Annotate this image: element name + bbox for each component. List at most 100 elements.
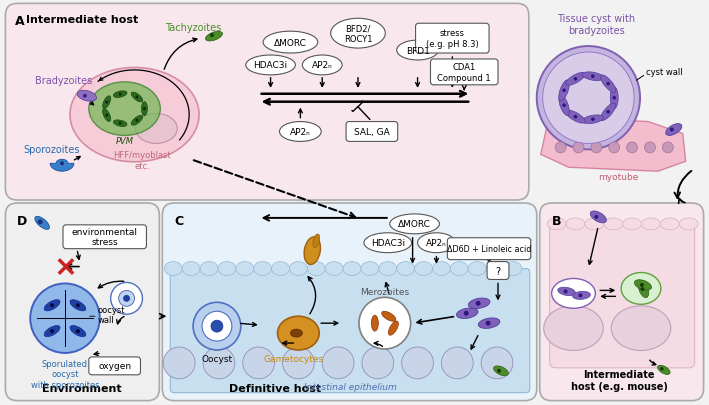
Text: AP2ₙ: AP2ₙ	[290, 128, 311, 136]
Text: ΔMORC: ΔMORC	[398, 220, 431, 229]
Ellipse shape	[450, 262, 468, 276]
Circle shape	[481, 347, 513, 379]
Polygon shape	[541, 118, 686, 172]
Ellipse shape	[559, 81, 569, 101]
Text: AP2ₙ: AP2ₙ	[312, 61, 333, 70]
Text: Tachyzoites: Tachyzoites	[165, 23, 221, 33]
Ellipse shape	[343, 262, 361, 276]
Ellipse shape	[35, 217, 50, 230]
Text: PVM: PVM	[116, 136, 133, 145]
Text: ΔD6D + Linoleic acid: ΔD6D + Linoleic acid	[447, 245, 531, 254]
Circle shape	[76, 304, 80, 307]
Ellipse shape	[457, 308, 478, 319]
Ellipse shape	[103, 96, 111, 109]
Ellipse shape	[468, 262, 486, 276]
Circle shape	[594, 215, 598, 220]
FancyBboxPatch shape	[89, 357, 140, 375]
Circle shape	[282, 347, 314, 379]
Circle shape	[562, 104, 566, 108]
Circle shape	[573, 143, 584, 153]
Ellipse shape	[566, 218, 585, 230]
Text: Intestinal epithelium: Intestinal epithelium	[303, 382, 396, 391]
Ellipse shape	[486, 262, 504, 276]
Text: B: B	[552, 214, 561, 227]
Ellipse shape	[658, 365, 670, 375]
Circle shape	[606, 83, 610, 86]
Text: oxygen: oxygen	[98, 362, 131, 371]
Circle shape	[359, 298, 411, 349]
Circle shape	[476, 301, 481, 306]
Ellipse shape	[638, 281, 649, 298]
Circle shape	[486, 321, 491, 326]
Ellipse shape	[313, 234, 320, 248]
Text: CDA1
Compound 1: CDA1 Compound 1	[437, 63, 491, 82]
Ellipse shape	[558, 288, 576, 296]
Text: environmental
stress: environmental stress	[72, 228, 138, 247]
Circle shape	[627, 143, 637, 153]
Text: Intermediate host: Intermediate host	[26, 15, 138, 25]
Ellipse shape	[254, 262, 272, 276]
FancyBboxPatch shape	[162, 203, 537, 401]
Ellipse shape	[307, 262, 325, 276]
Polygon shape	[50, 160, 74, 172]
Circle shape	[613, 97, 616, 100]
Ellipse shape	[379, 262, 397, 276]
Ellipse shape	[642, 218, 660, 230]
Ellipse shape	[182, 262, 200, 276]
Ellipse shape	[601, 76, 616, 93]
Ellipse shape	[279, 122, 321, 142]
Ellipse shape	[206, 32, 223, 42]
Circle shape	[542, 53, 634, 144]
Text: myotube: myotube	[598, 173, 638, 182]
Circle shape	[60, 162, 64, 166]
Text: stress
(e.g. pH 8.3): stress (e.g. pH 8.3)	[426, 29, 479, 49]
FancyBboxPatch shape	[6, 203, 160, 401]
Ellipse shape	[44, 300, 60, 311]
Ellipse shape	[601, 104, 616, 121]
FancyBboxPatch shape	[430, 60, 498, 85]
Text: ΔMORC: ΔMORC	[274, 38, 307, 47]
Ellipse shape	[544, 306, 603, 351]
Ellipse shape	[582, 115, 603, 124]
Ellipse shape	[131, 116, 143, 126]
Ellipse shape	[113, 92, 127, 98]
Circle shape	[118, 94, 122, 96]
Text: cyst wall: cyst wall	[646, 68, 683, 77]
Ellipse shape	[372, 315, 379, 331]
Text: Bradyzoites: Bradyzoites	[35, 76, 93, 85]
Ellipse shape	[566, 73, 585, 86]
Circle shape	[242, 347, 274, 379]
Ellipse shape	[263, 32, 318, 54]
Ellipse shape	[330, 19, 385, 49]
Ellipse shape	[432, 262, 450, 276]
Ellipse shape	[304, 237, 320, 265]
Circle shape	[464, 311, 469, 316]
Ellipse shape	[70, 300, 86, 311]
FancyBboxPatch shape	[549, 224, 695, 368]
Ellipse shape	[604, 218, 623, 230]
Circle shape	[564, 290, 567, 294]
Ellipse shape	[397, 262, 415, 276]
Ellipse shape	[552, 279, 596, 309]
Circle shape	[76, 329, 80, 333]
Ellipse shape	[302, 56, 342, 76]
Text: SAL, GA: SAL, GA	[354, 128, 390, 136]
Ellipse shape	[246, 56, 296, 76]
Circle shape	[163, 347, 195, 379]
Circle shape	[670, 128, 674, 132]
Ellipse shape	[361, 262, 379, 276]
Ellipse shape	[611, 306, 671, 351]
Text: Oocyst: Oocyst	[201, 354, 233, 363]
Text: Definitive host: Definitive host	[230, 383, 322, 393]
Circle shape	[362, 347, 393, 379]
Text: Environment: Environment	[42, 383, 122, 393]
Circle shape	[203, 347, 235, 379]
Ellipse shape	[272, 262, 289, 276]
Ellipse shape	[103, 109, 111, 122]
Text: HDAC3i: HDAC3i	[254, 61, 288, 70]
FancyBboxPatch shape	[487, 262, 509, 280]
Ellipse shape	[547, 218, 566, 230]
Ellipse shape	[325, 262, 343, 276]
Ellipse shape	[218, 262, 236, 276]
Circle shape	[123, 295, 130, 302]
